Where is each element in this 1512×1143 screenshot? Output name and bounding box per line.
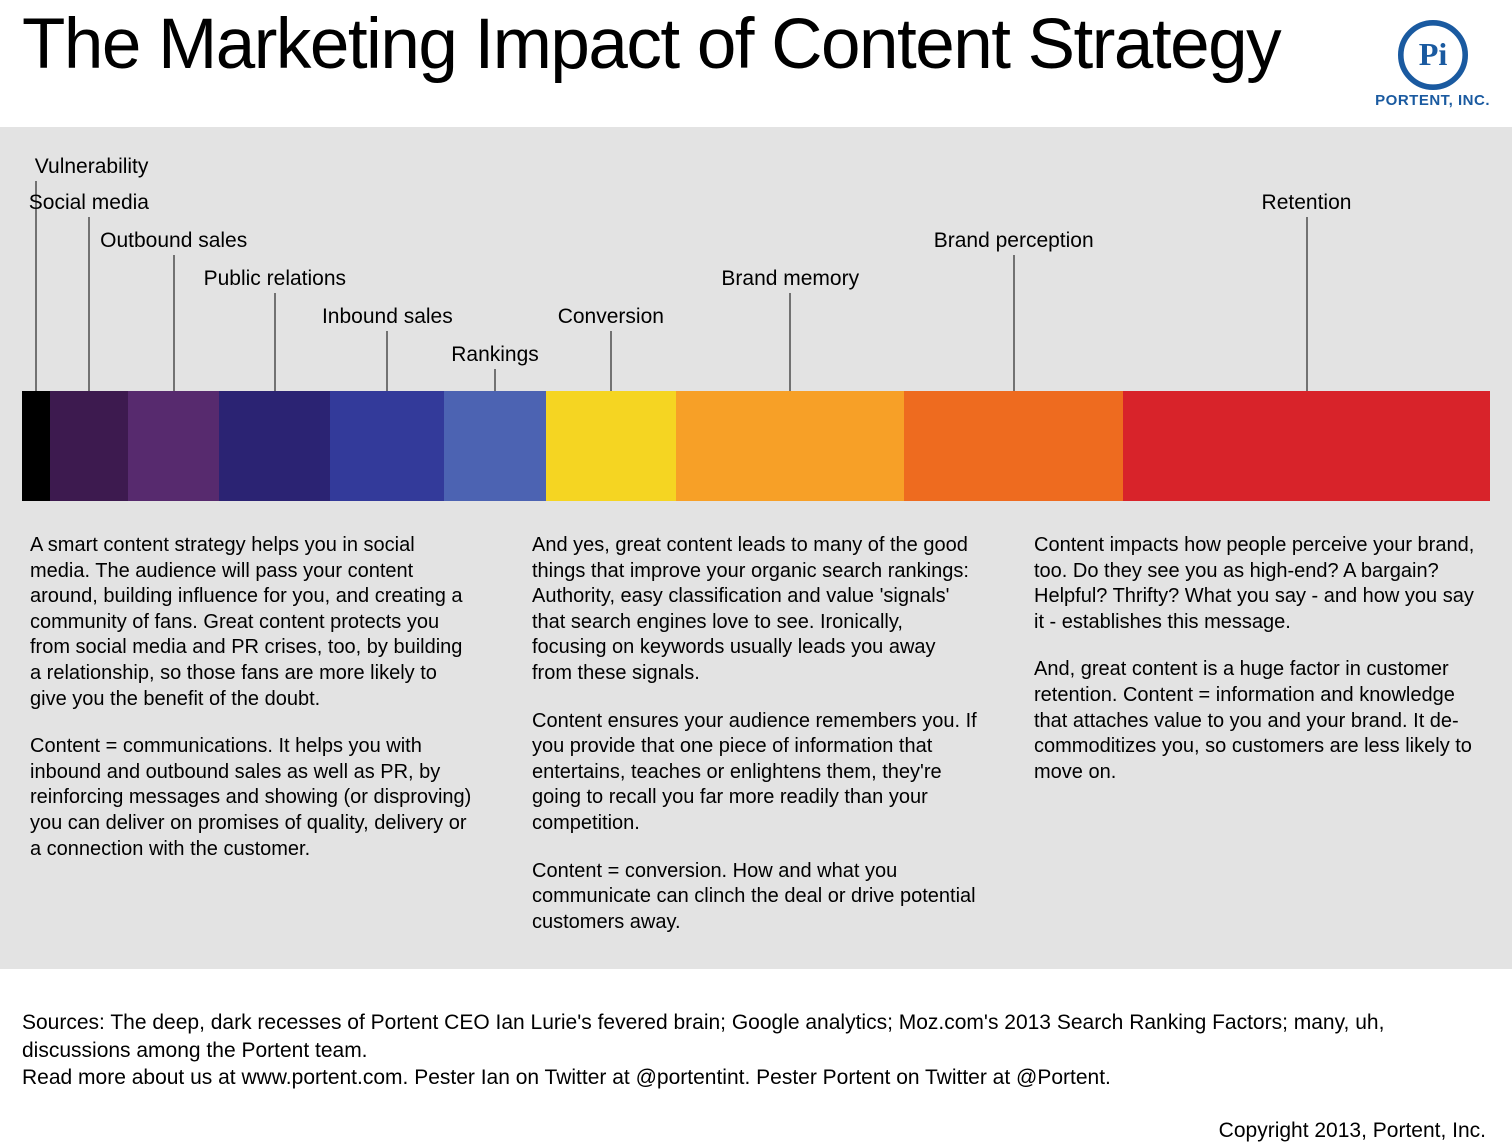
spectrum-segment <box>219 391 330 501</box>
logo-brand-name: PORTENT, INC. <box>1375 92 1490 109</box>
spectrum-tick <box>387 331 388 391</box>
spectrum-chart: Vulnerability Social media Outbound sales P… <box>0 127 1512 501</box>
spectrum-segment <box>904 391 1123 501</box>
spectrum-label: Outbound sales <box>100 229 247 253</box>
spectrum-segment <box>22 391 50 501</box>
body-paragraph: Content = conversion. How and what you c… <box>532 859 980 936</box>
spectrum-label: Vulnerability <box>35 155 149 179</box>
header: The Marketing Impact of Content Strategy… <box>0 0 1512 127</box>
spectrum-label: Brand memory <box>721 267 859 291</box>
spectrum-label: Rankings <box>451 343 539 367</box>
text-column: Content impacts how people perceive your… <box>1034 533 1482 935</box>
spectrum-tick <box>274 293 275 391</box>
spectrum-tick <box>1306 217 1307 391</box>
spectrum-segment <box>50 391 128 501</box>
spectrum-tick <box>495 369 496 391</box>
spectrum-tick <box>790 293 791 391</box>
spectrum-tick <box>1013 255 1014 391</box>
spectrum-label: Conversion <box>558 305 664 329</box>
spectrum-label: Social media <box>29 191 149 215</box>
spectrum-labels-area: Vulnerability Social media Outbound sales P… <box>22 151 1490 391</box>
copyright-text: Copyright 2013, Portent, Inc. <box>22 1119 1490 1143</box>
body-paragraph: A smart content strategy helps you in so… <box>30 533 478 712</box>
body-text-columns: A smart content strategy helps you in so… <box>0 501 1512 935</box>
footer: Sources: The deep, dark recesses of Port… <box>0 969 1512 1143</box>
spectrum-segment <box>444 391 545 501</box>
sources-line-1: Sources: The deep, dark recesses of Port… <box>22 1009 1490 1064</box>
text-column: And yes, great content leads to many of … <box>532 533 980 935</box>
spectrum-segment <box>128 391 219 501</box>
spectrum-label: Retention <box>1262 191 1352 215</box>
spectrum-segment <box>330 391 444 501</box>
spectrum-segment <box>546 391 676 501</box>
spectrum-segment <box>676 391 904 501</box>
page-title: The Marketing Impact of Content Strategy <box>22 8 1280 83</box>
spectrum-label: Brand perception <box>934 229 1094 253</box>
page-root: The Marketing Impact of Content Strategy… <box>0 0 1512 1106</box>
spectrum-segment <box>1123 391 1490 501</box>
body-paragraph: And yes, great content leads to many of … <box>532 533 980 687</box>
logo-icon: Pi <box>1398 20 1468 90</box>
logo-letters: Pi <box>1418 36 1447 72</box>
content-panel: Vulnerability Social media Outbound sales P… <box>0 127 1512 969</box>
body-paragraph: And, great content is a huge factor in c… <box>1034 657 1482 785</box>
body-paragraph: Content impacts how people perceive your… <box>1034 533 1482 635</box>
text-column: A smart content strategy helps you in so… <box>30 533 478 935</box>
spectrum-tick <box>610 331 611 391</box>
spectrum-label: Public relations <box>204 267 346 291</box>
spectrum-tick <box>88 217 89 391</box>
brand-logo: Pi PORTENT, INC. <box>1375 20 1490 109</box>
sources-line-2: Read more about us at www.portent.com. P… <box>22 1064 1490 1091</box>
spectrum-label: Inbound sales <box>322 305 453 329</box>
body-paragraph: Content ensures your audience remembers … <box>532 709 980 837</box>
spectrum-tick <box>173 255 174 391</box>
spectrum-bar <box>22 391 1490 501</box>
body-paragraph: Content = communications. It helps you w… <box>30 734 478 862</box>
